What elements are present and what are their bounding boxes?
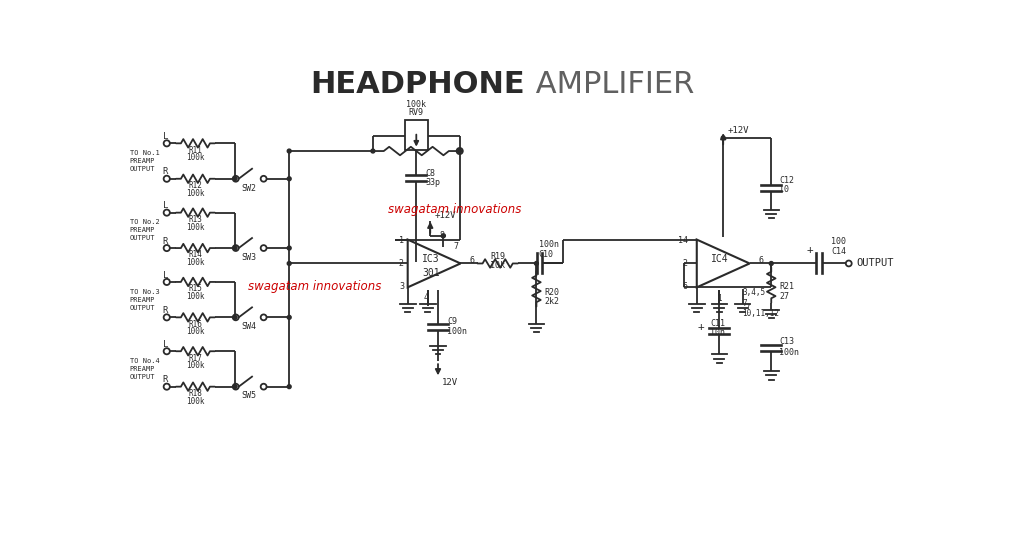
Circle shape	[441, 234, 445, 238]
Text: TO No.4
PREAMP
OUTPUT: TO No.4 PREAMP OUTPUT	[130, 358, 160, 380]
Circle shape	[721, 136, 725, 140]
Text: 2: 2	[683, 259, 687, 268]
Text: 7: 7	[454, 242, 459, 251]
Text: 33p: 33p	[426, 178, 440, 187]
Text: 100k: 100k	[186, 223, 205, 232]
Text: 10: 10	[779, 185, 790, 194]
Text: C14: C14	[830, 247, 846, 255]
Text: +12V: +12V	[728, 126, 750, 135]
Circle shape	[769, 261, 773, 265]
Text: 301: 301	[422, 268, 440, 278]
Text: 6: 6	[759, 256, 764, 265]
Text: L: L	[163, 132, 168, 141]
Text: 10k: 10k	[490, 260, 505, 269]
Text: R20: R20	[544, 288, 559, 297]
Circle shape	[371, 149, 375, 153]
Text: TO No.2
PREAMP
OUTPUT: TO No.2 PREAMP OUTPUT	[130, 219, 160, 241]
Text: 12V: 12V	[442, 377, 458, 387]
Text: R: R	[163, 306, 168, 315]
Text: SW2: SW2	[242, 184, 257, 192]
Text: 100k: 100k	[186, 397, 205, 406]
Text: 6: 6	[683, 282, 687, 291]
Text: C12: C12	[779, 176, 794, 185]
Circle shape	[288, 149, 291, 153]
Circle shape	[233, 315, 237, 319]
Text: 2k2: 2k2	[544, 298, 559, 307]
Text: 100n: 100n	[539, 240, 559, 249]
Text: 8: 8	[439, 231, 444, 240]
Text: 10,11,12: 10,11,12	[742, 309, 779, 318]
Text: L: L	[163, 201, 168, 210]
Text: R21: R21	[779, 282, 794, 291]
Text: R18: R18	[188, 389, 203, 398]
Text: 3: 3	[399, 282, 403, 291]
Circle shape	[233, 384, 237, 389]
Text: R17: R17	[188, 354, 203, 363]
Text: 1: 1	[399, 236, 403, 245]
Text: 10n: 10n	[710, 328, 725, 338]
Text: R12: R12	[188, 181, 203, 190]
Text: 100n: 100n	[447, 327, 467, 336]
Text: R19: R19	[490, 252, 505, 261]
Text: R: R	[163, 167, 168, 177]
Text: R14: R14	[188, 251, 203, 260]
Text: IC3: IC3	[422, 254, 440, 264]
Text: 100k: 100k	[186, 327, 205, 336]
Text: 100n: 100n	[779, 348, 799, 357]
Text: L: L	[163, 271, 168, 280]
Text: TO No.1
PREAMP
OUTPUT: TO No.1 PREAMP OUTPUT	[130, 150, 160, 172]
Circle shape	[233, 246, 237, 250]
Text: C8: C8	[426, 169, 435, 178]
Circle shape	[288, 315, 291, 319]
Text: SW3: SW3	[242, 253, 257, 262]
Text: 27: 27	[779, 292, 790, 301]
Text: OUTPUT: OUTPUT	[856, 259, 894, 268]
Text: R: R	[163, 375, 168, 384]
Text: +12V: +12V	[435, 211, 457, 220]
Text: C13: C13	[779, 338, 794, 347]
Circle shape	[288, 177, 291, 181]
Text: swagatam innovations: swagatam innovations	[248, 280, 382, 293]
Circle shape	[288, 384, 291, 389]
Text: R13: R13	[188, 215, 203, 224]
Bar	[404, 120, 428, 150]
Text: 100k: 100k	[186, 189, 205, 198]
Text: 100k: 100k	[186, 258, 205, 267]
Text: SW4: SW4	[242, 322, 257, 331]
Text: TO No.3
PREAMP
OUTPUT: TO No.3 PREAMP OUTPUT	[130, 289, 160, 310]
Text: 100k: 100k	[407, 100, 426, 109]
Text: R16: R16	[188, 320, 203, 329]
Text: 100k: 100k	[186, 153, 205, 163]
Text: C10: C10	[539, 249, 554, 259]
Text: RV9: RV9	[409, 108, 424, 117]
Text: +: +	[697, 322, 705, 332]
Text: 100: 100	[830, 238, 846, 246]
Text: 6: 6	[470, 256, 475, 265]
Text: R15: R15	[188, 285, 203, 293]
Circle shape	[233, 177, 237, 181]
Text: 4: 4	[424, 293, 429, 302]
Text: +: +	[807, 245, 813, 255]
Circle shape	[458, 149, 462, 153]
Text: 3,4,5: 3,4,5	[742, 288, 766, 297]
Text: 100k: 100k	[186, 292, 205, 301]
Text: AMPLIFIER: AMPLIFIER	[526, 70, 694, 98]
Text: C9: C9	[447, 318, 458, 327]
Text: R11: R11	[188, 146, 203, 155]
Text: swagatam innovations: swagatam innovations	[388, 203, 521, 216]
Text: 7,: 7,	[742, 299, 752, 308]
Text: 2: 2	[399, 259, 403, 268]
Text: SW5: SW5	[242, 392, 257, 400]
Circle shape	[535, 261, 539, 265]
Text: L: L	[163, 340, 168, 349]
Text: HEADPHONE: HEADPHONE	[310, 70, 524, 98]
Circle shape	[288, 246, 291, 250]
Text: C11: C11	[710, 319, 725, 328]
Text: R: R	[163, 237, 168, 246]
Text: 1: 1	[717, 294, 722, 303]
Text: 100k: 100k	[186, 361, 205, 370]
Circle shape	[288, 261, 291, 265]
Text: 14: 14	[678, 236, 687, 245]
Text: IC4: IC4	[712, 254, 729, 264]
